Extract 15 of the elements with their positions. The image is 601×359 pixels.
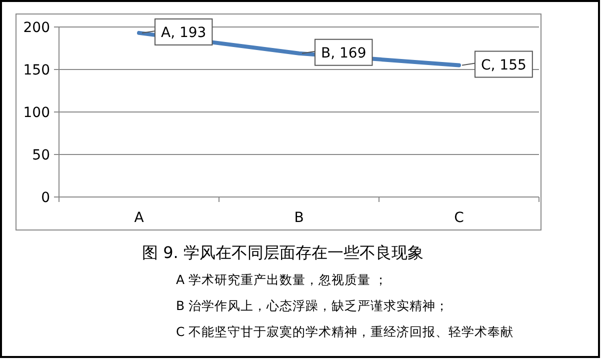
text: 图 9. 学风在不同层面存在一些不良现象 xyxy=(142,243,424,262)
y-tick-label: 100 xyxy=(23,105,50,121)
x-tick-label: C xyxy=(454,210,464,226)
data-label: C, 155 xyxy=(481,57,526,74)
text: C 不能坚守甘于寂寞的学术精神，重经济回报、轻学术奉献 xyxy=(176,324,514,339)
y-tick-label: 0 xyxy=(41,190,50,206)
x-tick-label: A xyxy=(134,210,144,226)
data-label: B, 169 xyxy=(321,45,366,62)
x-tick-label: B xyxy=(294,210,304,226)
text: B 治学作风上，心态浮躁，缺乏严谨求实精神； xyxy=(176,298,449,313)
y-tick-label: 200 xyxy=(23,20,50,36)
data-label: A, 193 xyxy=(161,24,206,41)
text: A 学术研究重产出数量，忽视质量 ； xyxy=(176,272,388,287)
y-tick-label: 50 xyxy=(32,148,50,164)
y-tick-label: 150 xyxy=(23,62,50,78)
